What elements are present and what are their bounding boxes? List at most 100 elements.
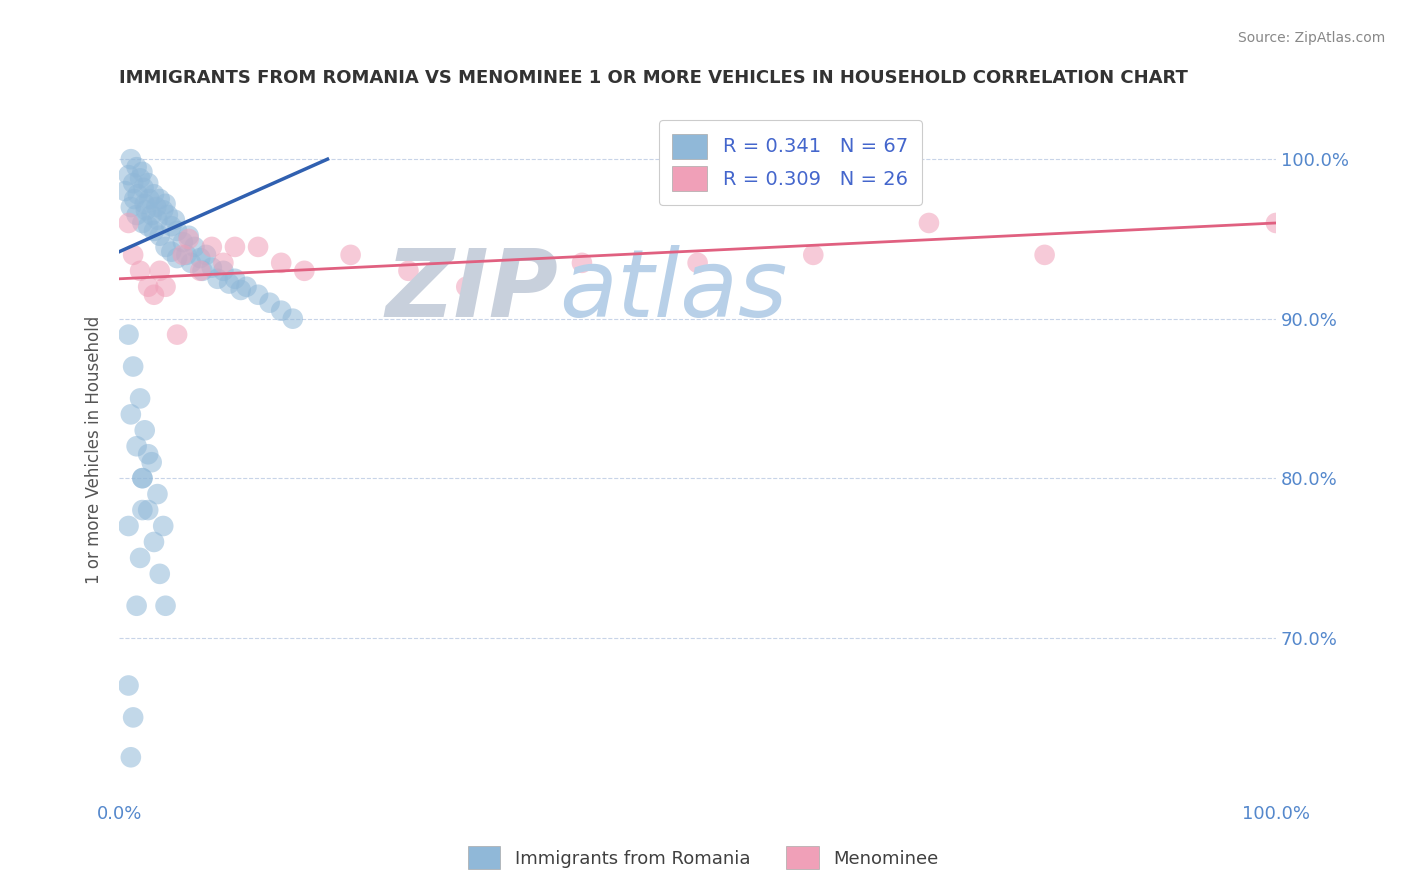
Point [918,216,941,230]
Point [166,224,188,238]
Point [129,392,152,406]
Point [247,287,270,301]
Point [145,200,167,214]
Point [152,519,174,533]
Point [132,181,155,195]
Point [129,550,152,565]
Point [131,503,153,517]
Point [1265,216,1288,230]
Point [135,203,157,218]
Point [143,535,166,549]
Point [201,240,224,254]
Point [160,244,183,259]
Point [177,228,200,243]
Point [122,359,145,374]
Point [120,408,142,422]
Point [398,264,420,278]
Point [156,208,179,222]
Point [571,256,593,270]
Point [136,447,159,461]
Point [138,192,160,206]
Point [235,279,257,293]
Point [686,256,709,270]
Legend: Immigrants from Romania, Menominee: Immigrants from Romania, Menominee [458,838,948,879]
Point [143,224,166,238]
Point [131,471,153,485]
Point [160,219,183,234]
Point [134,197,156,211]
Point [259,295,281,310]
Point [229,283,252,297]
Point [152,203,174,218]
Point [166,327,188,342]
Y-axis label: 1 or more Vehicles in Household: 1 or more Vehicles in Household [86,316,103,584]
Point [117,216,139,230]
Text: ZIP: ZIP [385,244,558,336]
Point [456,279,478,293]
Point [117,327,139,342]
Point [292,264,315,278]
Text: atlas: atlas [558,245,787,336]
Point [134,423,156,437]
Point [114,184,136,198]
Point [281,311,304,326]
Text: IMMIGRANTS FROM ROMANIA VS MENOMINEE 1 OR MORE VEHICLES IN HOUSEHOLD CORRELATION: IMMIGRANTS FROM ROMANIA VS MENOMINEE 1 O… [120,69,1188,87]
Point [136,279,159,293]
Point [141,455,163,469]
Point [155,599,177,613]
Point [127,187,149,202]
Point [339,248,361,262]
Point [120,200,142,214]
Point [124,192,146,206]
Point [177,232,200,246]
Point [131,165,153,179]
Point [125,208,148,222]
Point [122,176,145,190]
Point [120,750,142,764]
Point [155,279,177,293]
Point [117,168,139,182]
Point [117,519,139,533]
Point [143,287,166,301]
Point [166,251,188,265]
Point [129,264,152,278]
Point [176,248,198,262]
Point [172,235,194,249]
Point [224,240,246,254]
Point [212,264,235,278]
Point [247,240,270,254]
Point [146,487,169,501]
Point [149,228,172,243]
Point [141,208,163,222]
Point [172,248,194,262]
Point [195,248,218,262]
Point [183,240,205,254]
Point [149,264,172,278]
Point [191,264,214,278]
Point [801,248,824,262]
Point [131,216,153,230]
Point [136,176,159,190]
Point [125,439,148,453]
Point [163,212,186,227]
Point [212,256,235,270]
Point [146,212,169,227]
Point [218,277,240,291]
Point [125,599,148,613]
Point [125,160,148,174]
Point [143,187,166,202]
Point [122,710,145,724]
Point [131,471,153,485]
Point [1033,248,1056,262]
Point [155,197,177,211]
Point [136,219,159,234]
Point [207,272,229,286]
Point [149,192,172,206]
Legend: R = 0.341   N = 67, R = 0.309   N = 26: R = 0.341 N = 67, R = 0.309 N = 26 [658,120,921,205]
Point [180,256,202,270]
Point [129,171,152,186]
Point [270,303,292,318]
Point [188,251,211,265]
Point [120,152,142,166]
Point [117,678,139,692]
